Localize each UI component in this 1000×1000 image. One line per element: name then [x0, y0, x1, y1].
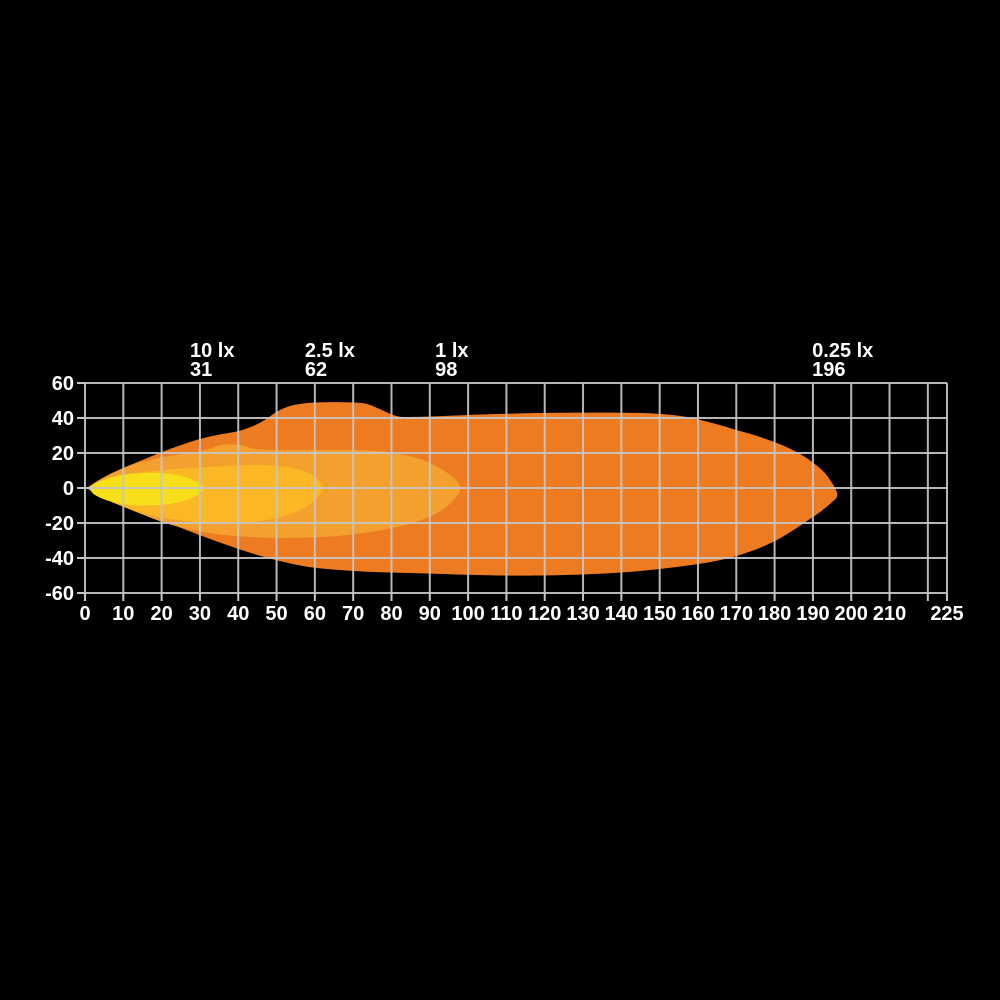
x-tick-label: 170	[720, 603, 753, 625]
lux-value: 0.25 lx	[812, 340, 873, 362]
x-tick-label: 120	[528, 603, 561, 625]
y-tick-label: -40	[45, 548, 74, 570]
y-tick-label: -60	[45, 583, 74, 605]
x-tick-label: 110	[490, 603, 522, 625]
contour-10-lx	[88, 472, 204, 506]
y-tick-label: 20	[52, 443, 74, 465]
lux-distance: 98	[435, 359, 457, 381]
grid-lines	[84, 382, 948, 594]
x-tick-label: 160	[681, 603, 714, 625]
x-tick-label: 190	[796, 603, 829, 625]
y-tick-label: -20	[45, 513, 74, 535]
x-tick-label: 100	[451, 603, 484, 625]
y-tick-label: 0	[63, 478, 74, 500]
lux-value: 1 lx	[435, 340, 468, 362]
x-tick-label: 130	[566, 603, 599, 625]
y-axis-labels: 60 40 20 0 -20 -40 -60	[45, 373, 74, 605]
lux-value: 2.5 lx	[305, 340, 355, 362]
x-axis-labels: 0 10 20 30 40 50 60 70 80 90 100 110 120 130 140 150 160…	[79, 603, 963, 625]
x-tick-label: 40	[227, 603, 249, 625]
x-tick-label: 80	[380, 603, 402, 625]
y-tick-label: 40	[52, 408, 74, 430]
x-tick-label: 200	[835, 603, 868, 625]
x-tick-label: 30	[189, 603, 211, 625]
lux-distance: 196	[812, 359, 845, 381]
x-tick-label: 10	[112, 603, 134, 625]
x-tick-label: 50	[265, 603, 287, 625]
x-tick-label: 70	[342, 603, 364, 625]
x-tick-label: 140	[605, 603, 638, 625]
lux-distance: 31	[190, 359, 212, 381]
x-tick-label: 225	[930, 603, 963, 625]
y-tick-label: 60	[52, 373, 74, 395]
x-tick-label: 150	[643, 603, 676, 625]
x-tick-label: 20	[150, 603, 172, 625]
lux-distance: 62	[305, 359, 327, 381]
x-tick-label: 60	[304, 603, 326, 625]
x-tick-label: 0	[79, 603, 90, 625]
lux-value: 10 lx	[190, 340, 234, 362]
x-tick-label: 180	[758, 603, 791, 625]
x-tick-label: 210	[873, 603, 906, 625]
x-tick-label: 90	[419, 603, 441, 625]
axis-ticks	[77, 382, 948, 601]
